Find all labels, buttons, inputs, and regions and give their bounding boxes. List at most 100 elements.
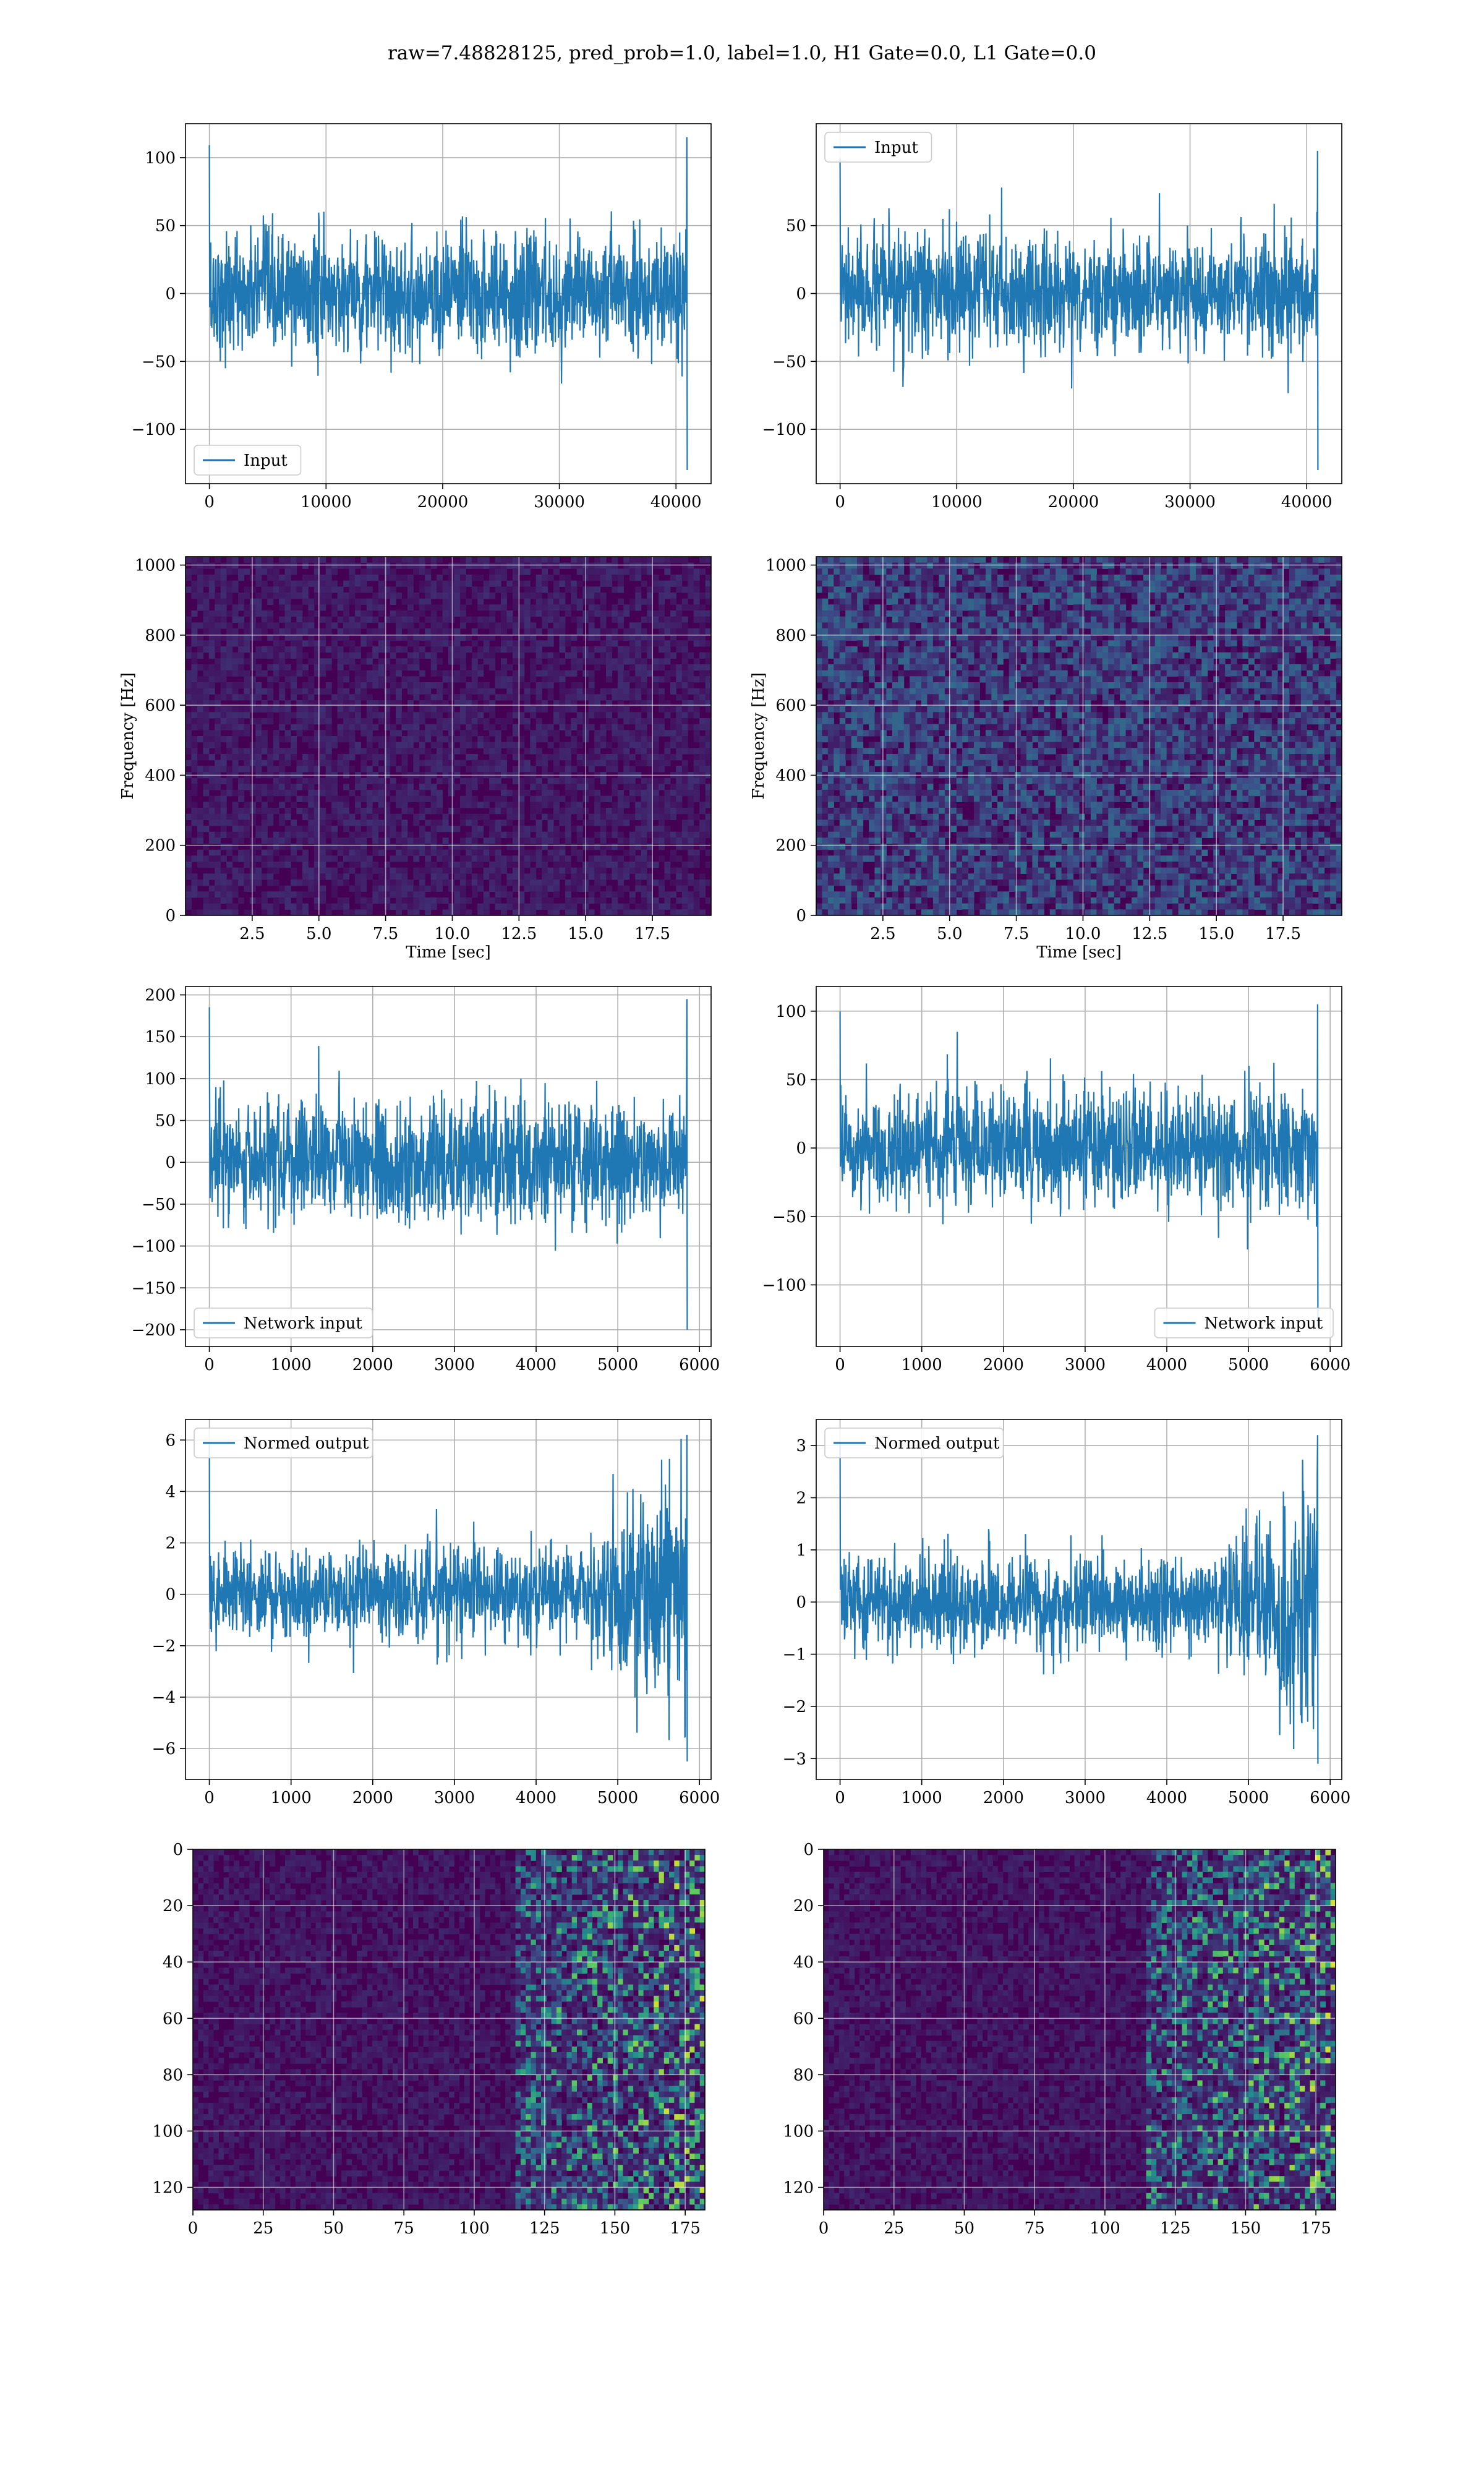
- legend-box: [194, 1308, 373, 1338]
- x-tick-label: 0: [188, 2219, 198, 2238]
- x-tick-label: 17.5: [634, 925, 670, 943]
- legend: Normed output: [194, 1427, 373, 1458]
- y-tick-label: 80: [793, 2066, 814, 2084]
- y-tick-label: 120: [783, 2179, 814, 2198]
- axes-spectrogram-h1: 2.5 5.0 7.5 10.0 12.5 15.0 17.5 0 200 400 600 800 10…: [119, 556, 712, 962]
- y-tick-label: −2: [152, 1637, 176, 1656]
- y-tick-label: 1000: [765, 557, 806, 575]
- axes-frame: [816, 986, 1342, 1347]
- x-tick-label: 6000: [679, 1789, 720, 1807]
- y-tick-label: −150: [132, 1279, 176, 1298]
- y-tick-label: 120: [152, 2179, 183, 2198]
- y-tick-label: 1000: [135, 557, 176, 575]
- x-tick-label: 50: [954, 2219, 974, 2238]
- y-tick-label: −100: [132, 421, 176, 439]
- x-tick-label: 30000: [1164, 493, 1216, 511]
- y-tick-label: 0: [803, 1841, 814, 1859]
- y-tick-label: 0: [165, 1154, 176, 1172]
- x-tick-label: 5000: [597, 1789, 638, 1807]
- x-tick-label: 75: [394, 2219, 414, 2238]
- x-tick-label: 10.0: [435, 925, 471, 943]
- plot-area: [824, 1849, 1336, 2210]
- y-tick-label: 50: [155, 1112, 176, 1131]
- y-tick-label: 20: [793, 1897, 814, 1915]
- x-tick-label: 7.5: [1004, 925, 1029, 943]
- axes-frame: [816, 123, 1342, 484]
- x-tick-label: 0: [204, 493, 215, 511]
- y-tick-label: 100: [145, 149, 176, 168]
- y-tick-label: 50: [786, 1071, 806, 1089]
- x-tick-label: 175: [1300, 2219, 1331, 2238]
- x-tick-label: 2000: [983, 1789, 1024, 1807]
- x-tick-label: 7.5: [373, 925, 398, 943]
- x-tick-label: 4000: [1146, 1356, 1187, 1374]
- plot-area: [186, 557, 711, 915]
- x-tick-label: 40000: [650, 493, 702, 511]
- x-tick-label: 12.5: [1132, 925, 1167, 943]
- plot-area: [186, 124, 711, 484]
- y-tick-label: 50: [155, 217, 176, 236]
- y-tick-label: 80: [163, 2066, 183, 2084]
- y-tick-label: 0: [165, 1586, 176, 1604]
- y-tick-label: 2: [165, 1534, 176, 1553]
- y-tick-label: 600: [145, 696, 176, 715]
- axes-frame: [192, 1849, 706, 2211]
- y-tick-label: 60: [163, 2010, 183, 2028]
- y-tick-label: 0: [165, 907, 176, 925]
- plot-area: [186, 987, 711, 1346]
- legend: Input: [194, 445, 302, 476]
- y-tick-label: 100: [775, 1003, 806, 1021]
- x-tick-label: 12.5: [501, 925, 537, 943]
- x-tick-label: 2000: [983, 1356, 1024, 1374]
- legend-box: [1154, 1308, 1334, 1338]
- series-line: [208, 137, 688, 471]
- axes-network-input-l1: 0 1000 2000 3000 4000 5000 6000 −100 −50 0 50 100 Ne…: [762, 986, 1350, 1374]
- x-tick-label: 20000: [1048, 493, 1099, 511]
- x-tick-label: 125: [529, 2219, 560, 2238]
- x-tick-label: 1000: [902, 1789, 942, 1807]
- x-tick-label: 0: [835, 1356, 845, 1374]
- y-tick-label: 20: [163, 1897, 183, 1915]
- x-tick-label: 0: [835, 1789, 845, 1807]
- plot-area: [193, 1849, 705, 2210]
- y-tick-label: 0: [173, 1841, 183, 1859]
- x-tick-label: 6000: [1310, 1789, 1350, 1807]
- y-tick-label: 60: [793, 2010, 814, 2028]
- legend: Normed output: [824, 1427, 1004, 1458]
- y-tick-label: −50: [772, 1208, 806, 1226]
- legend-box: [824, 1427, 1004, 1458]
- plot-area: [816, 124, 1342, 484]
- x-tick-label: 6000: [679, 1356, 720, 1374]
- x-tick-label: 3000: [434, 1356, 475, 1374]
- y-tick-label: 400: [145, 766, 176, 785]
- y-tick-label: −50: [142, 1196, 176, 1214]
- x-tick-label: 1000: [271, 1356, 312, 1374]
- x-tick-label: 1000: [902, 1356, 942, 1374]
- legend-label: Network input: [244, 1314, 362, 1333]
- y-tick-label: −1: [783, 1646, 806, 1664]
- y-tick-label: 150: [145, 1028, 176, 1047]
- series-line: [208, 999, 688, 1330]
- x-tick-label: 150: [1230, 2219, 1261, 2238]
- y-axis-label: Frequency [Hz]: [749, 672, 768, 800]
- legend-label: Input: [874, 139, 918, 157]
- legend-box: [824, 132, 932, 163]
- y-tick-label: 4: [165, 1483, 176, 1501]
- x-tick-label: 6000: [1310, 1356, 1350, 1374]
- legend-label: Normed output: [874, 1434, 1000, 1453]
- axes-frame: [816, 556, 1342, 916]
- x-tick-label: 25: [253, 2219, 273, 2238]
- x-tick-label: 5000: [1228, 1356, 1269, 1374]
- y-tick-label: −4: [152, 1689, 176, 1707]
- x-tick-label: 50: [323, 2219, 344, 2238]
- y-tick-label: 3: [796, 1437, 806, 1455]
- y-tick-label: 0: [165, 285, 176, 304]
- y-tick-label: 1: [796, 1541, 806, 1560]
- legend-label: Input: [244, 452, 288, 470]
- x-tick-label: 4000: [1146, 1789, 1187, 1807]
- x-tick-label: 0: [819, 2219, 829, 2238]
- y-tick-label: −50: [772, 353, 806, 371]
- x-tick-label: 5.0: [937, 925, 962, 943]
- x-tick-label: 15.0: [568, 925, 603, 943]
